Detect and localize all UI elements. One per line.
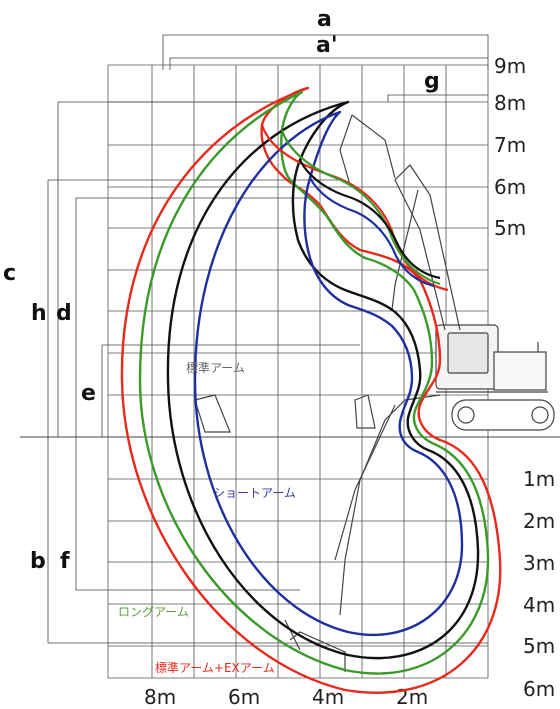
height-label: 7m (494, 133, 526, 157)
long-arm-range-curve (138, 90, 490, 675)
curve-label-standard: 標準アーム (186, 360, 245, 375)
dim-label-h: h (31, 301, 47, 326)
depth-label: 1m (523, 467, 555, 491)
dim-label-c: c (3, 261, 16, 286)
reach-label: 8m (144, 685, 176, 709)
depth-label: 6m (523, 677, 555, 701)
standard-arm-range-curve (166, 100, 480, 660)
dim-label-b: b (30, 549, 46, 574)
height-label: 6m (494, 175, 526, 199)
height-label: 8m (494, 91, 526, 115)
short-arm-range-curve (193, 110, 464, 637)
dimension-lines (47, 34, 489, 644)
dim-label-a: a (317, 7, 332, 32)
height-label: 5m (494, 216, 526, 240)
depth-label: 5m (523, 634, 555, 658)
short-arm-inner-loop (309, 177, 435, 288)
depth-label: 4m (523, 593, 555, 617)
dim-label-g: g (424, 69, 440, 94)
curve-label-ex: 標準アーム+EXアーム (155, 660, 275, 675)
height-scale: 9m 8m 7m 6m 5m (494, 54, 526, 240)
inner-range-loops (260, 124, 449, 292)
dim-label-a-prime: a' (316, 33, 338, 58)
working-range-curves (120, 86, 502, 694)
excavator-illustration (194, 114, 555, 672)
reach-label: 6m (228, 685, 260, 709)
ex-arm-inner-loop (260, 124, 449, 292)
curve-label-short: ショートアーム (213, 486, 296, 500)
curve-label-long: ロングアーム (118, 605, 189, 619)
standard-arm-inner-loop (299, 159, 441, 280)
dim-label-d: d (56, 301, 72, 326)
height-label: 9m (494, 54, 526, 78)
horizontal-scale: 8m 6m 4m 2m (144, 685, 428, 709)
dim-label-f: f (60, 549, 70, 574)
depth-label: 3m (523, 551, 555, 575)
depth-scale: 1m 2m 3m 4m 5m 6m (523, 467, 555, 701)
long-arm-inner-loop (280, 129, 441, 286)
dim-label-e: e (81, 381, 96, 406)
depth-label: 2m (523, 509, 555, 533)
